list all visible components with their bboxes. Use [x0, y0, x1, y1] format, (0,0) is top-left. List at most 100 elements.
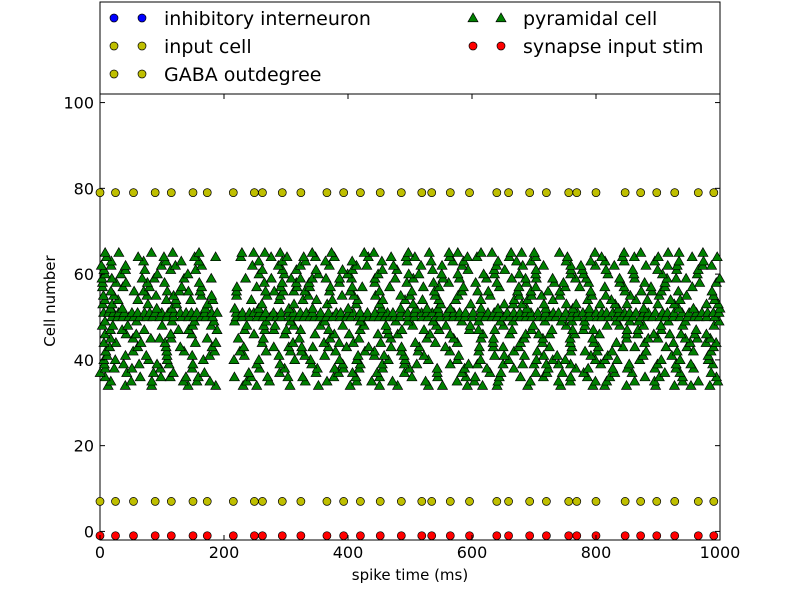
spike-point — [662, 259, 674, 270]
spike-point — [150, 289, 162, 300]
legend-marker — [496, 41, 506, 51]
spike-point — [620, 188, 630, 197]
spike-point — [336, 264, 349, 274]
spike-point — [504, 531, 513, 541]
spike-point — [470, 276, 482, 287]
plot-marks — [94, 188, 726, 541]
spike-point — [406, 285, 418, 296]
spike-point — [659, 367, 671, 377]
spike-point — [416, 294, 429, 304]
spike-point — [373, 285, 386, 296]
spike-point — [356, 497, 365, 506]
spike-point — [709, 497, 719, 506]
spike-point — [461, 251, 474, 262]
spike-point — [158, 276, 171, 287]
spike-point — [185, 294, 197, 304]
spike-point — [372, 328, 384, 339]
spike-point — [375, 188, 385, 197]
spike-point — [288, 298, 300, 309]
spike-point — [443, 246, 455, 257]
spike-point — [145, 332, 157, 343]
spike-point — [618, 246, 630, 257]
spike-point — [513, 268, 525, 279]
spike-point — [402, 246, 414, 257]
spike-point — [389, 272, 401, 283]
spike-point — [636, 531, 645, 541]
spike-point — [610, 337, 623, 347]
spike-point — [167, 367, 179, 377]
legend-label: GABA outdegree — [164, 64, 322, 86]
spike-point — [111, 497, 120, 506]
spike-point — [439, 341, 452, 352]
spike-point — [627, 264, 639, 274]
spike-point — [686, 251, 698, 262]
spike-point — [585, 285, 597, 296]
spike-point — [202, 497, 212, 506]
spike-point — [384, 281, 396, 292]
spike-point — [342, 302, 354, 313]
spike-point — [582, 362, 594, 373]
spike-point — [436, 379, 449, 390]
axis-ticks: 0 200 400 600 800 1000 0 20 40 60 80 100 — [63, 94, 740, 562]
spike-point — [119, 259, 132, 270]
y-axis-title: Cell number — [41, 254, 59, 346]
spike-point — [528, 246, 540, 257]
spike-point — [462, 358, 475, 369]
spike-point — [685, 358, 697, 369]
spike-point — [514, 371, 527, 382]
spike-point — [705, 367, 717, 377]
spike-point — [572, 497, 582, 506]
spike-point — [452, 268, 464, 279]
spike-point — [267, 307, 280, 317]
spike-point — [354, 307, 366, 317]
spike-point — [245, 294, 257, 304]
spike-point — [210, 251, 222, 262]
spike-point — [497, 341, 509, 352]
spike-point — [697, 255, 710, 266]
spike-point — [506, 324, 518, 334]
legend: inhibitory interneuron input cell GABA out… — [109, 8, 704, 86]
spike-point — [396, 188, 406, 197]
spike-point — [166, 497, 176, 506]
x-tick-label: 800 — [581, 543, 612, 562]
spike-point — [635, 246, 647, 257]
spike-point — [709, 531, 719, 541]
spike-point — [150, 497, 160, 506]
spike-point — [564, 531, 574, 541]
spike-point — [700, 298, 713, 309]
spike-point — [639, 371, 651, 382]
spike-point — [205, 289, 218, 300]
spike-point — [504, 497, 513, 506]
spike-point — [403, 268, 415, 279]
spike-point — [176, 281, 188, 292]
spike-point — [445, 497, 455, 506]
spike-point — [309, 328, 321, 339]
spike-point — [692, 375, 705, 386]
spike-point — [276, 276, 288, 287]
spike-point — [559, 354, 571, 364]
spike-point — [671, 345, 683, 356]
spike-point — [186, 349, 198, 360]
spike-point — [608, 259, 620, 270]
spike-point — [431, 362, 443, 373]
spike-point — [572, 531, 582, 541]
spike-point — [417, 188, 427, 197]
spike-point — [706, 259, 718, 270]
spike-point — [652, 298, 664, 309]
spike-point — [322, 497, 332, 506]
spike-point — [366, 375, 378, 386]
spike-point — [537, 259, 550, 270]
spike-point — [418, 324, 430, 334]
spike-point — [386, 375, 399, 386]
spike-point — [492, 497, 502, 506]
spike-point — [532, 307, 544, 317]
spike-point — [385, 341, 397, 352]
spike-point — [542, 188, 551, 197]
spike-point — [639, 276, 651, 287]
spike-point — [95, 497, 105, 506]
spike-point — [307, 341, 319, 352]
spike-point — [319, 255, 332, 266]
spike-point — [638, 302, 650, 313]
spike-point — [277, 531, 287, 541]
spike-point — [525, 497, 535, 506]
